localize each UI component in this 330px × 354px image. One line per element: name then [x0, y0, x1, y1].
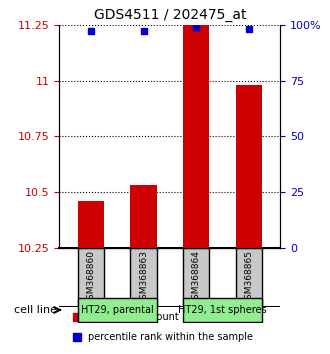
Text: GSM368865: GSM368865	[245, 250, 253, 305]
Text: HT29, 1st spheres: HT29, 1st spheres	[178, 305, 267, 315]
FancyBboxPatch shape	[78, 248, 104, 307]
Text: HT29, parental: HT29, parental	[81, 305, 154, 315]
Bar	[130, 185, 157, 248]
Bar	[78, 201, 104, 248]
Text: transformed count: transformed count	[88, 312, 179, 322]
Text: GSM368860: GSM368860	[86, 250, 95, 305]
Bar	[236, 85, 262, 248]
Bar	[183, 25, 210, 248]
FancyBboxPatch shape	[78, 298, 157, 322]
Text: percentile rank within the sample: percentile rank within the sample	[88, 332, 253, 342]
Text: cell line: cell line	[14, 305, 57, 315]
Text: GSM368863: GSM368863	[139, 250, 148, 305]
Title: GDS4511 / 202475_at: GDS4511 / 202475_at	[94, 8, 246, 22]
FancyBboxPatch shape	[183, 298, 262, 322]
FancyBboxPatch shape	[183, 248, 210, 307]
FancyBboxPatch shape	[236, 248, 262, 307]
Text: GSM368864: GSM368864	[192, 250, 201, 305]
FancyBboxPatch shape	[130, 248, 157, 307]
